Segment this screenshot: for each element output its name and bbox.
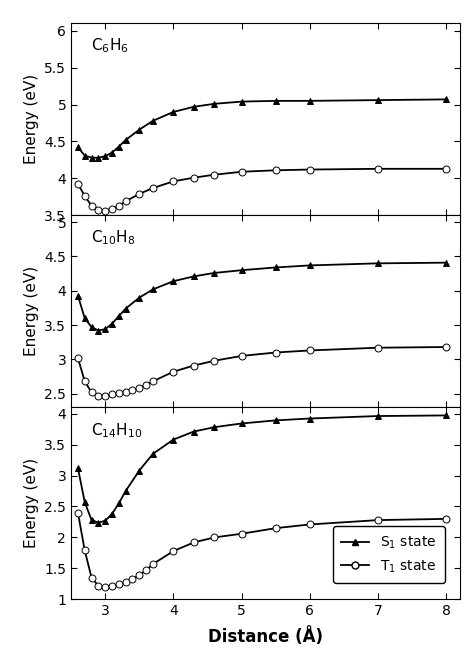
X-axis label: Distance (Å): Distance (Å) (208, 627, 323, 645)
Text: C$_{14}$H$_{10}$: C$_{14}$H$_{10}$ (91, 421, 142, 440)
Y-axis label: Energy (eV): Energy (eV) (24, 266, 39, 356)
Text: C$_6$H$_6$: C$_6$H$_6$ (91, 37, 128, 55)
Text: C$_{10}$H$_8$: C$_{10}$H$_8$ (91, 229, 135, 248)
Y-axis label: Energy (eV): Energy (eV) (24, 75, 39, 165)
Legend: S$_1$ state, T$_1$ state: S$_1$ state, T$_1$ state (333, 526, 445, 583)
Y-axis label: Energy (eV): Energy (eV) (24, 458, 39, 548)
